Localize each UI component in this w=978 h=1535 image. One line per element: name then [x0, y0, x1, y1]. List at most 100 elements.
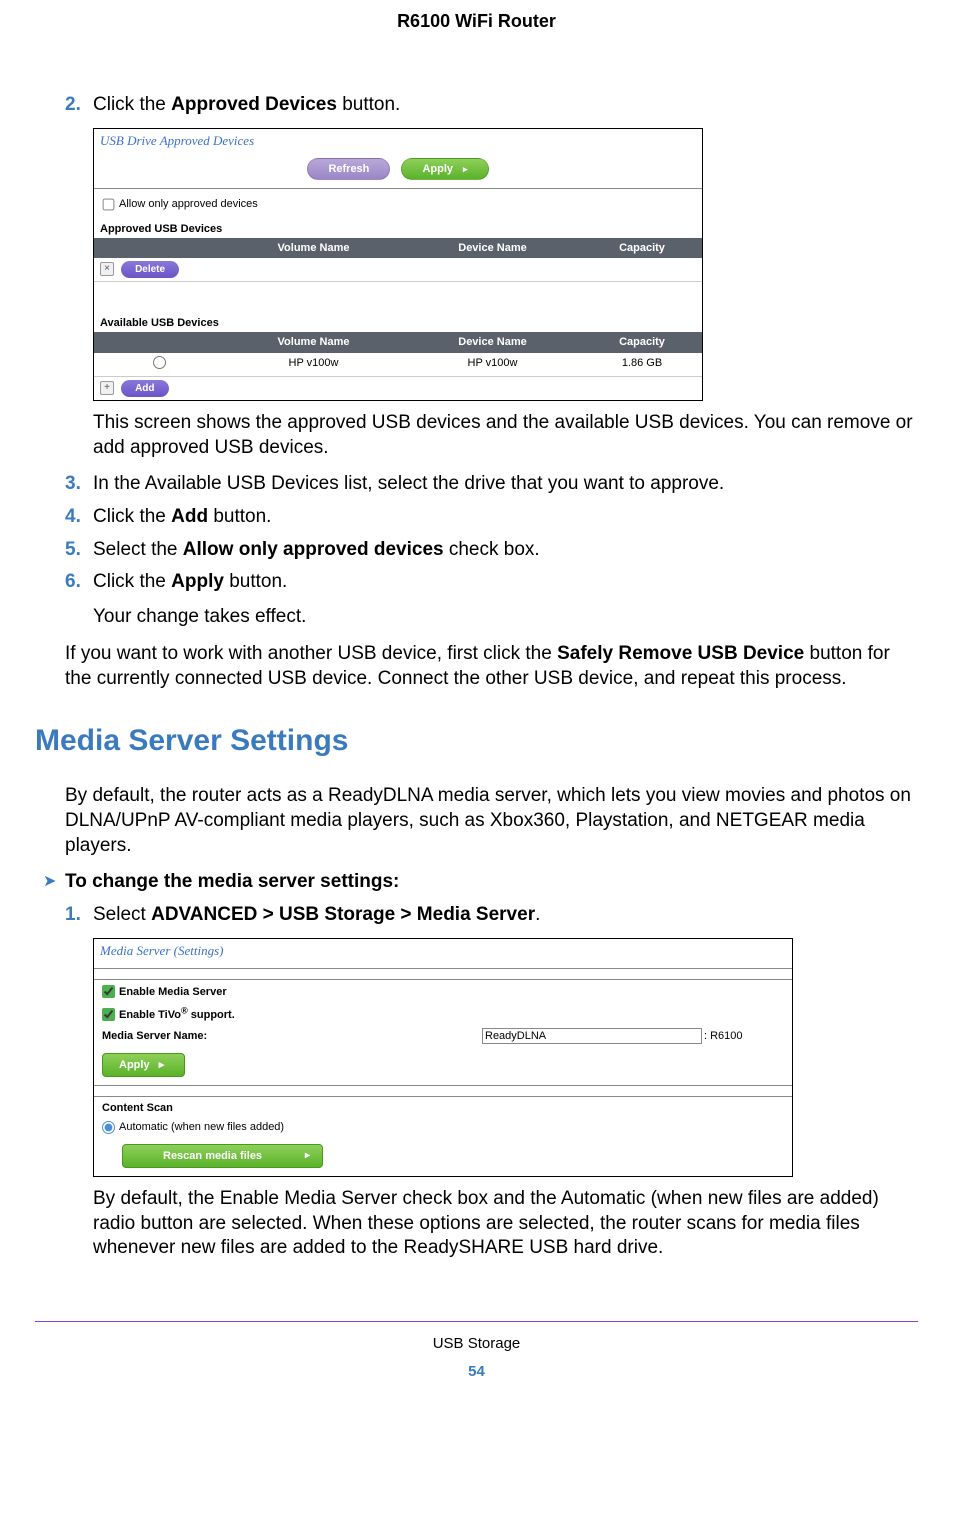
server-name-label: Media Server Name:: [102, 1029, 482, 1043]
page-header: R6100 WiFi Router: [35, 10, 918, 33]
media-server-screenshot: Media Server (Settings) Enable Media Ser…: [93, 938, 793, 1177]
step-6: 6. Click the Apply button.: [65, 570, 918, 595]
tivo-post: support.: [188, 1009, 235, 1021]
footer-page: 54: [35, 1362, 918, 1382]
apply-button-2[interactable]: Apply ▸: [102, 1053, 185, 1077]
step-number: 6.: [65, 570, 93, 595]
row-capacity: 1.86 GB: [582, 353, 702, 376]
col-capacity: Capacity: [582, 238, 702, 258]
step-3: 3. In the Available USB Devices list, se…: [65, 472, 918, 497]
available-devices-header: Available USB Devices: [94, 312, 702, 332]
step-body: Select ADVANCED > USB Storage > Media Se…: [93, 903, 918, 928]
automatic-label: Automatic (when new files added): [119, 1121, 284, 1133]
panel-title-2: Media Server (Settings): [94, 939, 792, 966]
col-capacity-2: Capacity: [582, 332, 702, 352]
enable-tivo-checkbox[interactable]: [102, 1008, 115, 1021]
step-number: 1.: [65, 903, 93, 928]
step-number: 3.: [65, 472, 93, 497]
available-row: HP v100w HP v100w 1.86 GB: [94, 353, 702, 377]
procedure-title: To change the media server settings:: [65, 870, 399, 895]
apply-label-2: Apply: [119, 1059, 150, 1071]
procedure-arrow-icon: ➤: [43, 870, 65, 895]
step-post: button.: [208, 506, 271, 527]
allow-only-label: Allow only approved devices: [119, 198, 258, 210]
remove-icon[interactable]: ×: [100, 262, 114, 276]
allow-only-row: Allow only approved devices: [94, 191, 702, 217]
step-body: Select the Allow only approved devices c…: [93, 538, 918, 563]
add-icon[interactable]: +: [100, 381, 114, 395]
enable-tivo-label: Enable TiVo® support.: [119, 1009, 235, 1021]
content-scan-header: Content Scan: [94, 1096, 792, 1117]
step-text-post: button.: [337, 94, 400, 115]
after-shot1-text: This screen shows the approved USB devic…: [93, 411, 918, 460]
step-text-bold: Approved Devices: [171, 94, 337, 115]
refresh-button[interactable]: Refresh: [307, 158, 390, 180]
step-post: .: [535, 904, 540, 925]
enable-tivo-row: Enable TiVo® support.: [94, 1002, 792, 1025]
available-table-header: Volume Name Device Name Capacity: [94, 332, 702, 352]
enable-media-label: Enable Media Server: [119, 986, 227, 998]
approved-table-header: Volume Name Device Name Capacity: [94, 238, 702, 258]
step-bold: Add: [171, 506, 208, 527]
enable-media-checkbox[interactable]: [102, 985, 115, 998]
procedure-heading: ➤ To change the media server settings:: [43, 870, 918, 895]
step-5: 5. Select the Allow only approved device…: [65, 538, 918, 563]
rescan-row: Rescan media files: [94, 1138, 792, 1176]
media-intro: By default, the router acts as a ReadyDL…: [65, 784, 918, 858]
add-button[interactable]: Add: [121, 380, 168, 397]
button-row: Refresh Apply ▸: [94, 156, 702, 186]
server-name-suffix: : R6100: [704, 1029, 743, 1043]
step-number: 4.: [65, 505, 93, 530]
step-2: 2. Click the Approved Devices button.: [65, 93, 918, 118]
step-body: Click the Approved Devices button.: [93, 93, 918, 118]
server-name-row: Media Server Name: : R6100: [94, 1025, 792, 1047]
apply-arrow-icon: ▸: [463, 164, 468, 174]
step-text-pre: Click the: [93, 94, 171, 115]
footer-section: USB Storage: [35, 1334, 918, 1354]
automatic-row: Automatic (when new files added): [94, 1117, 792, 1137]
available-action-row: + Add: [94, 377, 702, 400]
step-body: Click the Add button.: [93, 505, 918, 530]
approved-devices-header: Approved USB Devices: [94, 218, 702, 238]
apply-row: Apply ▸: [94, 1047, 792, 1083]
rescan-button[interactable]: Rescan media files: [122, 1144, 323, 1168]
after-steps-text: Your change takes effect.: [93, 605, 918, 630]
row-volume: HP v100w: [224, 353, 403, 376]
step-pre: Select the: [93, 539, 183, 560]
para-bold: Safely Remove USB Device: [557, 643, 804, 664]
automatic-radio[interactable]: [102, 1121, 115, 1134]
tivo-pre: Enable TiVo: [119, 1009, 181, 1021]
tivo-sup: ®: [181, 1005, 188, 1015]
step-post: check box.: [444, 539, 540, 560]
step-m1: 1. Select ADVANCED > USB Storage > Media…: [65, 903, 918, 928]
row-device: HP v100w: [403, 353, 582, 376]
after-shot2-text: By default, the Enable Media Server chec…: [93, 1187, 918, 1261]
apply-label: Apply: [422, 163, 453, 175]
col-device: Device Name: [403, 238, 582, 258]
delete-button[interactable]: Delete: [121, 261, 179, 278]
step-pre: Select: [93, 904, 151, 925]
step-4: 4. Click the Add button.: [65, 505, 918, 530]
step-body: In the Available USB Devices list, selec…: [93, 472, 918, 497]
apply-button[interactable]: Apply ▸: [401, 158, 488, 180]
para-pre: If you want to work with another USB dev…: [65, 643, 557, 664]
server-name-input[interactable]: [482, 1028, 702, 1044]
step-bold: ADVANCED > USB Storage > Media Server: [151, 904, 535, 925]
enable-media-row: Enable Media Server: [94, 982, 792, 1002]
step-body: Click the Apply button.: [93, 570, 918, 595]
step-number: 5.: [65, 538, 93, 563]
col-device-2: Device Name: [403, 332, 582, 352]
step-post: button.: [224, 571, 287, 592]
select-device-radio[interactable]: [153, 356, 166, 369]
step-pre: Click the: [93, 506, 171, 527]
step-bold: Apply: [171, 571, 224, 592]
step-pre: Click the: [93, 571, 171, 592]
col-volume-2: Volume Name: [224, 332, 403, 352]
approved-action-row: × Delete: [94, 258, 702, 282]
page-footer: USB Storage 54: [35, 1321, 918, 1381]
usb-approved-devices-screenshot: USB Drive Approved Devices Refresh Apply…: [93, 128, 703, 401]
step-number: 2.: [65, 93, 93, 118]
allow-only-checkbox[interactable]: [103, 199, 115, 211]
section-heading: Media Server Settings: [35, 721, 918, 760]
safely-remove-para: If you want to work with another USB dev…: [65, 642, 918, 691]
